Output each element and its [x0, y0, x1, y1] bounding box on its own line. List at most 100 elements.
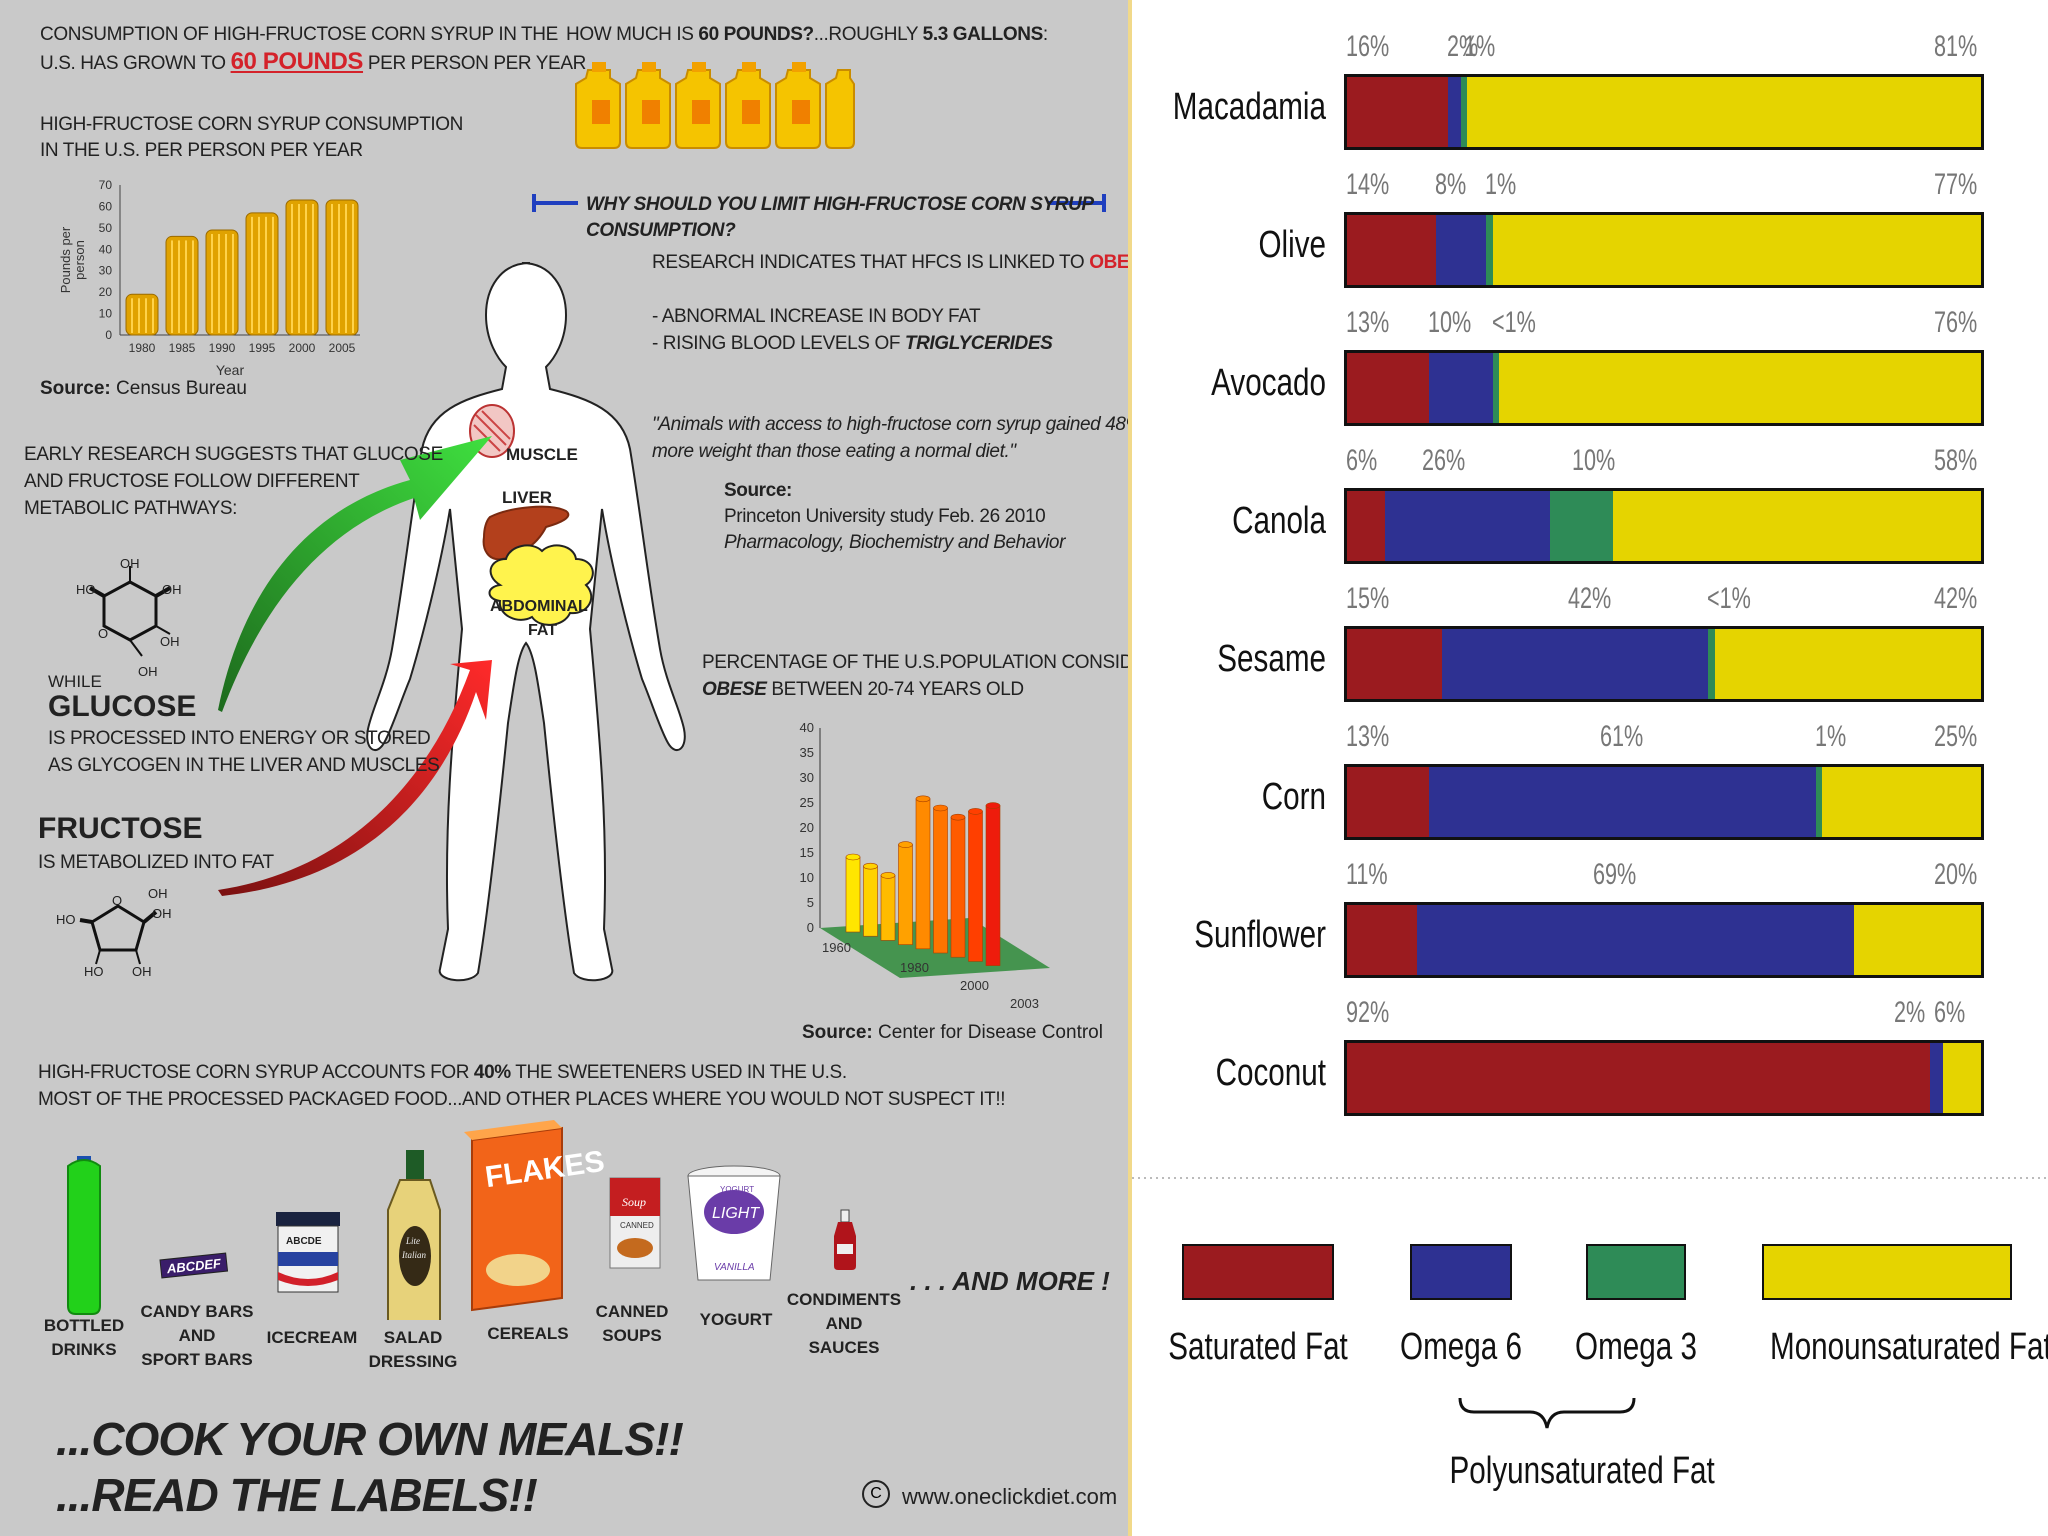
glucose-oh-right: OH — [162, 582, 182, 597]
soup-can-soup: Soup — [622, 1195, 646, 1209]
pct-label: 13% — [1346, 720, 1390, 753]
and-more: . . . AND MORE ! — [910, 1266, 1110, 1296]
pct-label: 42% — [1934, 582, 1978, 615]
candy-bar-label: ABCDEF — [165, 1256, 222, 1277]
salad-dressing-lite: Lite — [405, 1236, 420, 1246]
glucose-o-ring: O — [98, 626, 109, 641]
food-label-4-line2: DRESSING — [368, 1352, 458, 1371]
segment-omega-6 — [1429, 767, 1817, 837]
legend-label-saturated-fat: Saturated Fat — [1168, 1326, 1348, 1368]
condiment-bottle-icon — [834, 1209, 856, 1270]
pct-label: 11% — [1346, 858, 1388, 891]
fructose-ho-left: HO — [56, 912, 76, 927]
why-heading-2: CONSUMPTION? — [586, 220, 736, 241]
green-arrow-icon — [218, 436, 492, 712]
obese-ytick: 15 — [800, 845, 814, 860]
food-label-6-line1: CANNED — [595, 1302, 669, 1321]
census-source-label: Source: — [40, 378, 111, 399]
corn-xtick: 1980 — [129, 341, 156, 355]
obese-title-2: OBESE BETWEEN 20-74 YEARS OLD — [702, 679, 1024, 701]
segment-omega-3 — [1461, 77, 1468, 147]
oil-name-olive: Olive — [1258, 224, 1326, 266]
segment-omega-3 — [1708, 629, 1715, 699]
polyunsaturated-brace — [1458, 1397, 1636, 1429]
triglycerides-text: TRIGLYCERIDES — [904, 333, 1053, 354]
segment-monounsaturated-fat — [1492, 215, 1981, 285]
obese-bar — [880, 872, 896, 941]
soup-can-canned: CANNED — [620, 1221, 654, 1230]
segment-omega-6 — [1435, 215, 1487, 285]
segment-monounsaturated-fat — [1467, 77, 1981, 147]
obese-ytick: 0 — [807, 920, 814, 935]
corn-ytick: 20 — [99, 285, 113, 299]
corn-xtick: 1985 — [169, 341, 196, 355]
processed-line: MOST OF THE PROCESSED PACKAGED FOOD...AN… — [38, 1089, 1006, 1110]
cook-your-own-meals: ...COOK YOUR OWN MEALS!! — [56, 1413, 684, 1465]
pct-label: 61% — [1599, 720, 1643, 753]
gallons-text-e: : — [1042, 24, 1048, 45]
obesity-highlight: OBESITY — [1089, 252, 1128, 273]
corn-bar-2005 — [325, 199, 359, 336]
oil-name-corn: Corn — [1261, 776, 1326, 818]
website-link[interactable]: www.oneclickdiet.com — [902, 1484, 1118, 1509]
pct-label: 8% — [1434, 168, 1466, 201]
corn-ytick: 70 — [99, 178, 113, 192]
yogurt-label-top: YOGURT — [720, 1185, 754, 1194]
corn-ytick: 30 — [99, 264, 113, 278]
corn-ytick: 10 — [99, 307, 113, 321]
food-label-2-line1: CANDY BARS — [140, 1302, 254, 1321]
why-bracket — [532, 194, 1106, 212]
obese-ytick: 20 — [800, 820, 814, 835]
oil-bar-sesame — [1344, 626, 1984, 702]
accounts-text-a: HIGH-FRUCTOSE CORN SYRUP ACCOUNTS FOR — [38, 1062, 474, 1083]
yogurt-icon: LIGHT YOGURT VANILLA — [687, 1165, 781, 1281]
red-arrow-icon — [218, 660, 492, 896]
fructose-o-ring: O — [112, 893, 123, 908]
oil-name-coconut: Coconut — [1215, 1052, 1326, 1094]
bullet-body-fat: - ABNORMAL INCREASE IN BODY FAT — [652, 306, 981, 327]
food-label-1-line2: DRINKS — [51, 1340, 117, 1359]
fructose-ho-bottom: HO — [84, 964, 104, 979]
soup-can-icon: Soup CANNED — [609, 1177, 661, 1269]
food-icons: ABCDEF ABCDE Lite Italian FLAKES — [67, 1120, 856, 1320]
corn-chart-title-1: HIGH-FRUCTOSE CORN SYRUP CONSUMPTION — [40, 114, 463, 135]
corn-bar-1985 — [165, 235, 199, 336]
pct-label: 13% — [1346, 306, 1390, 339]
fat-label: FAT — [528, 622, 558, 639]
segment-monounsaturated-fat — [1822, 767, 1981, 837]
accounts-text-c: THE SWEETENERS USED IN THE U.S. — [510, 1062, 847, 1083]
oil-bar-canola — [1344, 488, 1984, 564]
food-label-2-line2: AND — [178, 1326, 216, 1345]
oil-name-avocado: Avocado — [1211, 362, 1326, 404]
glucose-ho-left: HO — [76, 582, 96, 597]
oil-name-canola: Canola — [1232, 500, 1326, 542]
obese-bar — [845, 853, 861, 933]
copyright-icon: C — [862, 1480, 890, 1508]
obesity-chart: 0 5 10 15 20 25 30 35 40 1960 1980 2000 2003 — [800, 720, 1050, 1011]
obese-bar — [915, 795, 931, 950]
pct-label: 6% — [1346, 444, 1378, 477]
glucose-desc-1: IS PROCESSED INTO ENERGY OR STORED — [48, 728, 431, 749]
pct-label: 16% — [1346, 30, 1390, 63]
oil-bar-olive — [1344, 212, 1984, 288]
yogurt-label-light: LIGHT — [712, 1205, 760, 1222]
segment-saturated-fat — [1347, 215, 1436, 285]
fructose-oh-top2: OH — [152, 906, 172, 921]
pct-label: 92% — [1346, 996, 1390, 1029]
fructose-molecule-icon — [79, 904, 158, 965]
segment-monounsaturated-fat — [1854, 905, 1981, 975]
yogurt-label-vanilla: VANILLA — [714, 1262, 755, 1273]
salad-dressing-italian: Italian — [401, 1250, 426, 1260]
fructose-oh-bottom: OH — [132, 964, 152, 979]
segment-omega-3 — [1816, 767, 1823, 837]
glucose-oh-top: OH — [120, 556, 140, 571]
segment-monounsaturated-fat — [1714, 629, 1981, 699]
bullet-triglycerides: - RISING BLOOD LEVELS OF TRIGLYCERIDES — [652, 333, 1053, 355]
obese-bar — [968, 808, 983, 962]
segment-saturated-fat — [1347, 905, 1417, 975]
obese-bar — [950, 813, 966, 958]
sixty-pounds-highlight: 60 POUNDS — [230, 48, 364, 75]
obese-xtick: 2000 — [960, 978, 989, 993]
corn-ytick: 50 — [99, 221, 113, 235]
fructose-title: FRUCTOSE — [38, 812, 203, 845]
